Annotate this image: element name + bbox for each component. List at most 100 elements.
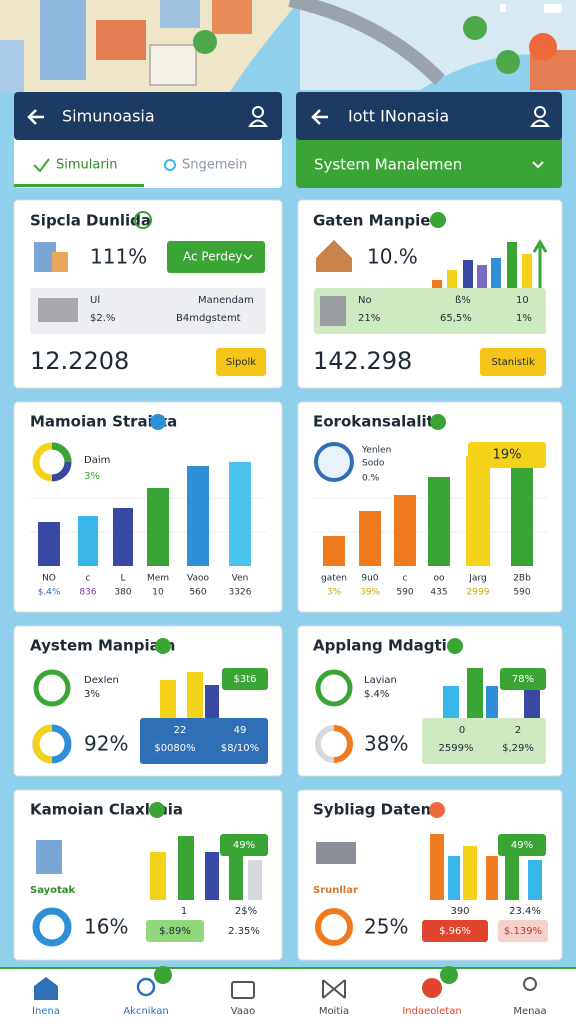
donut: [32, 724, 53, 764]
x-label: NO: [42, 574, 56, 584]
value: 16%: [84, 915, 128, 939]
profile-icon[interactable]: [534, 106, 546, 118]
building-icon: [36, 840, 62, 874]
icon: [314, 442, 354, 482]
x-label: gaten: [321, 574, 347, 584]
badge: [500, 668, 546, 690]
badge: [468, 442, 546, 468]
x-sublabel: 2999: [467, 588, 490, 598]
caption: Srunllar: [313, 885, 358, 896]
info-box: [146, 920, 204, 942]
bar: [323, 536, 345, 566]
building: [96, 20, 146, 60]
nav-label[interactable]: Inena: [32, 1006, 60, 1017]
info: 23.4%: [509, 906, 541, 917]
bar: [463, 846, 477, 900]
badge: [220, 834, 268, 856]
ring: [33, 669, 71, 707]
x-label: c: [86, 574, 91, 584]
x-sublabel: 590: [396, 588, 413, 598]
info: $,29%: [502, 743, 534, 754]
bar: [428, 477, 450, 566]
panel-header: [14, 92, 282, 140]
donut: [32, 907, 72, 947]
bar-icon: [432, 280, 442, 288]
icon: [447, 638, 463, 654]
bar: [229, 462, 251, 566]
building: [160, 0, 200, 28]
nav-label[interactable]: Menaa: [513, 1006, 546, 1017]
bar: [205, 685, 219, 720]
table-cell: 1%: [516, 313, 532, 324]
check-icon: [33, 158, 50, 173]
caption: Sayotak: [30, 885, 76, 896]
nav-icon[interactable]: [231, 981, 255, 999]
nav-icon[interactable]: [322, 979, 346, 999]
icon: [134, 211, 152, 229]
chevron: [532, 161, 544, 169]
info: 0: [459, 725, 465, 736]
nav-icon[interactable]: [422, 978, 442, 998]
tree: [496, 50, 520, 74]
nav-label[interactable]: Akcnikan: [123, 1006, 168, 1017]
bar: [113, 508, 133, 566]
nav-badge: [440, 966, 458, 984]
building-icon: [316, 842, 356, 864]
ring: [315, 908, 353, 946]
x-label: 2Bb: [513, 574, 531, 584]
x-label: L: [120, 574, 125, 584]
back-button[interactable]: [27, 109, 44, 125]
bar-icon: [522, 254, 532, 288]
donut: [51, 442, 72, 463]
tree: [193, 30, 217, 54]
signal-icon: [500, 4, 506, 12]
card-title: Aystem Manpiam: [30, 637, 175, 655]
dropdown[interactable]: System Manalemen: [314, 156, 462, 174]
nav-icon[interactable]: [523, 977, 537, 991]
total: 142.298: [313, 347, 412, 375]
bar: [187, 466, 209, 566]
info: 22: [174, 725, 187, 736]
profile-icon: [248, 119, 268, 127]
button[interactable]: [167, 241, 265, 273]
panel-title: Iott INonasia: [348, 107, 449, 126]
x-label: Ven: [232, 574, 249, 584]
bar: [38, 522, 60, 566]
bar-icon: [477, 265, 487, 288]
legend: Lavian: [364, 675, 397, 686]
badge-label: 19%: [493, 448, 522, 463]
back-button[interactable]: [311, 109, 328, 125]
value: 92%: [84, 732, 128, 756]
chat-button[interactable]: [529, 33, 557, 61]
value: 25%: [364, 915, 408, 939]
nav-icon[interactable]: [136, 977, 156, 997]
info: Ul: [90, 295, 100, 306]
card: [13, 789, 283, 961]
x-sublabel: $.4%: [38, 588, 61, 598]
radio-icon: [164, 159, 176, 171]
nav-label[interactable]: Indaeoletan: [402, 1006, 461, 1017]
tab[interactable]: Sngemein: [182, 158, 247, 173]
bar: [467, 668, 483, 720]
x-sublabel: 3%: [327, 588, 342, 598]
table-cell: ß%: [455, 295, 471, 306]
info-box: [422, 920, 488, 942]
badge: [480, 348, 546, 376]
icon: [320, 296, 346, 326]
card-title: Gaten Manpien: [313, 212, 441, 230]
nav-icon[interactable]: [34, 977, 58, 1000]
x-sublabel: 560: [189, 588, 206, 598]
x-sublabel: 836: [79, 588, 96, 598]
x-sublabel: 380: [114, 588, 131, 598]
profile-icon[interactable]: [252, 106, 264, 118]
donut: [333, 725, 353, 763]
building: [40, 0, 86, 80]
bar: [187, 672, 203, 720]
info: B4mdgstemt: [176, 313, 241, 324]
nav-label[interactable]: Moitia: [319, 1006, 349, 1017]
table-cell: 65,5%: [440, 313, 472, 324]
nav-label[interactable]: Vaao: [231, 1006, 255, 1017]
tab[interactable]: Simularin: [56, 158, 118, 173]
panel-header: [296, 92, 562, 140]
badge-label: 78%: [512, 674, 534, 685]
